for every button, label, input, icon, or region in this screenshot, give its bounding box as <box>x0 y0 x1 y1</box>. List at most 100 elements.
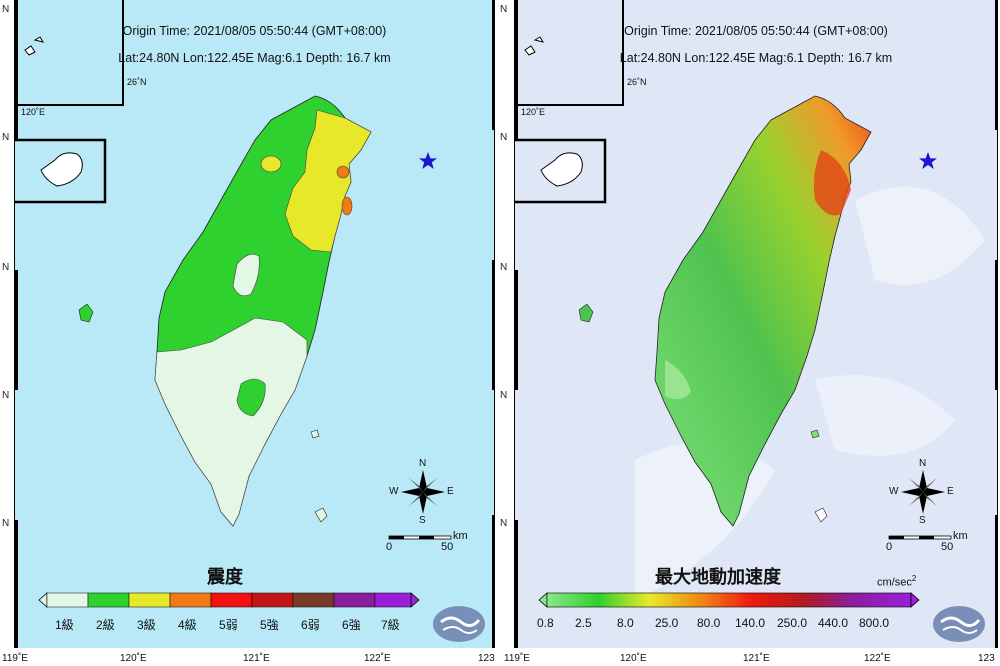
legend-label: 5弱 <box>219 618 238 632</box>
lon-label: 119˚E <box>2 653 28 664</box>
lon-label: 120˚E <box>620 653 647 664</box>
lon-label: 119˚E <box>504 653 530 664</box>
legend-label: 7級 <box>381 618 400 632</box>
cwb-logo <box>433 606 485 642</box>
origin-time-text: Origin Time: 2021/08/05 05:50:44 (GMT+08… <box>624 24 888 38</box>
legend-label: 140.0 <box>735 616 766 630</box>
scale-bar <box>388 535 452 540</box>
legend-label: 2級 <box>96 618 115 632</box>
epicenter-star <box>919 152 937 169</box>
scale-unit: km <box>453 530 468 542</box>
pga-high-zone <box>813 150 851 216</box>
legend-label: 440.0 <box>818 616 849 630</box>
lat-tick: N <box>500 132 508 143</box>
intensity-1-patch <box>232 253 260 297</box>
compass-n: N <box>419 458 427 469</box>
inset-latitude-label: 26˚N <box>127 77 147 87</box>
legend-label: 6弱 <box>301 618 320 632</box>
legend-label: 800.0 <box>859 616 890 630</box>
scale-end: 50 <box>941 541 954 553</box>
pga-map-title: 最大地動加速度 <box>655 567 781 587</box>
intensity-3-zone <box>284 109 372 253</box>
scale-start: 0 <box>886 541 893 553</box>
lon-label: 121˚E <box>243 653 270 664</box>
lat-tick: N <box>2 4 10 15</box>
lon-label: 123 <box>478 653 495 664</box>
compass-e: E <box>947 486 954 497</box>
inset-longitude-label: 120˚E <box>521 107 546 117</box>
compass-e: E <box>447 486 454 497</box>
intensity-2-patch <box>236 378 266 417</box>
legend-label: 2.5 <box>575 616 592 630</box>
lat-tick: N <box>500 4 508 15</box>
legend-label: 8.0 <box>617 616 634 630</box>
intensity-4-spot-2 <box>341 196 353 216</box>
lat-tick: N <box>500 390 508 401</box>
inset-matsu-frame <box>15 0 124 106</box>
lat-tick: N <box>2 518 10 529</box>
intensity-map-panel: Origin Time: 2021/08/05 05:50:44 (GMT+08… <box>14 0 495 648</box>
taiwan-pga <box>654 95 872 527</box>
compass-n: N <box>919 458 927 469</box>
compass-w: W <box>889 486 899 497</box>
orchid-island <box>314 507 328 523</box>
penghu-islands <box>578 303 594 323</box>
compass-rose <box>901 470 945 514</box>
intensity-map-title: 震度 <box>207 567 243 587</box>
origin-time-text: Origin Time: 2021/08/05 05:50:44 (GMT+08… <box>122 24 387 38</box>
compass-s: S <box>419 515 426 526</box>
lat-tick: N <box>2 390 10 401</box>
lat-tick: N <box>2 132 10 143</box>
lat-tick: N <box>500 518 508 529</box>
compass-s: S <box>919 515 926 526</box>
scale-start: 0 <box>386 541 393 553</box>
green-island <box>810 429 820 439</box>
kinmen-island <box>540 152 583 187</box>
lon-label: 121˚E <box>743 653 770 664</box>
inset-longitude-label: 120˚E <box>21 107 46 117</box>
inset-latitude-label: 26˚N <box>627 77 647 87</box>
epicenter-star <box>419 152 437 169</box>
inset-matsu-frame <box>515 0 624 106</box>
quake-params-text: Lat:24.80N Lon:122.45E Mag:6.1 Depth: 16… <box>118 51 391 65</box>
legend-label: 0.8 <box>537 616 554 630</box>
lat-tick: N <box>500 262 508 273</box>
compass-rose <box>401 470 445 514</box>
legend-label: 80.0 <box>697 616 721 630</box>
green-island <box>310 429 320 439</box>
inset-kinmen-frame <box>515 138 607 204</box>
intensity-3-patch <box>260 155 282 173</box>
scale-bar <box>888 535 952 540</box>
inset-kinmen-frame <box>15 138 107 204</box>
legend-label: 25.0 <box>655 616 679 630</box>
intensity-legend-bar <box>38 592 420 608</box>
lon-label: 122˚E <box>864 653 891 664</box>
legend-label: 3級 <box>137 618 156 632</box>
legend-label: 1級 <box>55 618 74 632</box>
lon-label: 122˚E <box>364 653 391 664</box>
scale-end: 50 <box>441 541 454 553</box>
legend-label: 5強 <box>260 618 279 632</box>
matsu-islands <box>24 36 45 56</box>
legend-label: 6強 <box>342 618 361 632</box>
penghu-islands <box>78 303 94 323</box>
pga-unit: cm/sec2 <box>877 574 917 589</box>
quake-params-text: Lat:24.80N Lon:122.45E Mag:6.1 Depth: 16… <box>619 51 893 65</box>
kinmen-island <box>40 152 83 187</box>
lon-label: 123 <box>978 653 995 664</box>
lat-tick: N <box>2 262 10 273</box>
scale-unit: km <box>953 530 968 542</box>
pga-legend-bar <box>538 592 920 608</box>
lon-label: 120˚E <box>120 653 147 664</box>
compass-w: W <box>389 486 399 497</box>
legend-label: 250.0 <box>777 616 808 630</box>
pga-map-panel: Origin Time: 2021/08/05 05:50:44 (GMT+08… <box>514 0 998 648</box>
matsu-islands <box>524 36 545 56</box>
intensity-1-zone <box>154 317 308 527</box>
orchid-island <box>814 507 828 523</box>
pga-map <box>515 0 997 648</box>
intensity-map <box>15 0 494 648</box>
cwb-logo <box>933 606 985 642</box>
legend-label: 4級 <box>178 618 197 632</box>
intensity-4-spot-1 <box>336 165 350 179</box>
